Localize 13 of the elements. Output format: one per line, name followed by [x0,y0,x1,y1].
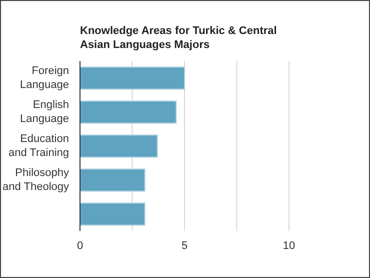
bar [80,100,177,124]
chart-title: Knowledge Areas for Turkic & Central Asian Languages Majors [80,24,278,52]
bar [80,168,146,192]
y-tick-label: Foreign Language [20,65,69,91]
bar [80,134,158,158]
y-tick-label: Education and Training [8,133,69,159]
x-tick-label: 0 [76,240,84,252]
y-tick-label: English Language [20,99,69,125]
x-tick-label: 10 [282,240,296,252]
x-tick-label: 5 [181,240,188,252]
bar [80,66,185,90]
bar [80,202,146,226]
y-tick-label: Philosophy and Theology [2,167,70,193]
